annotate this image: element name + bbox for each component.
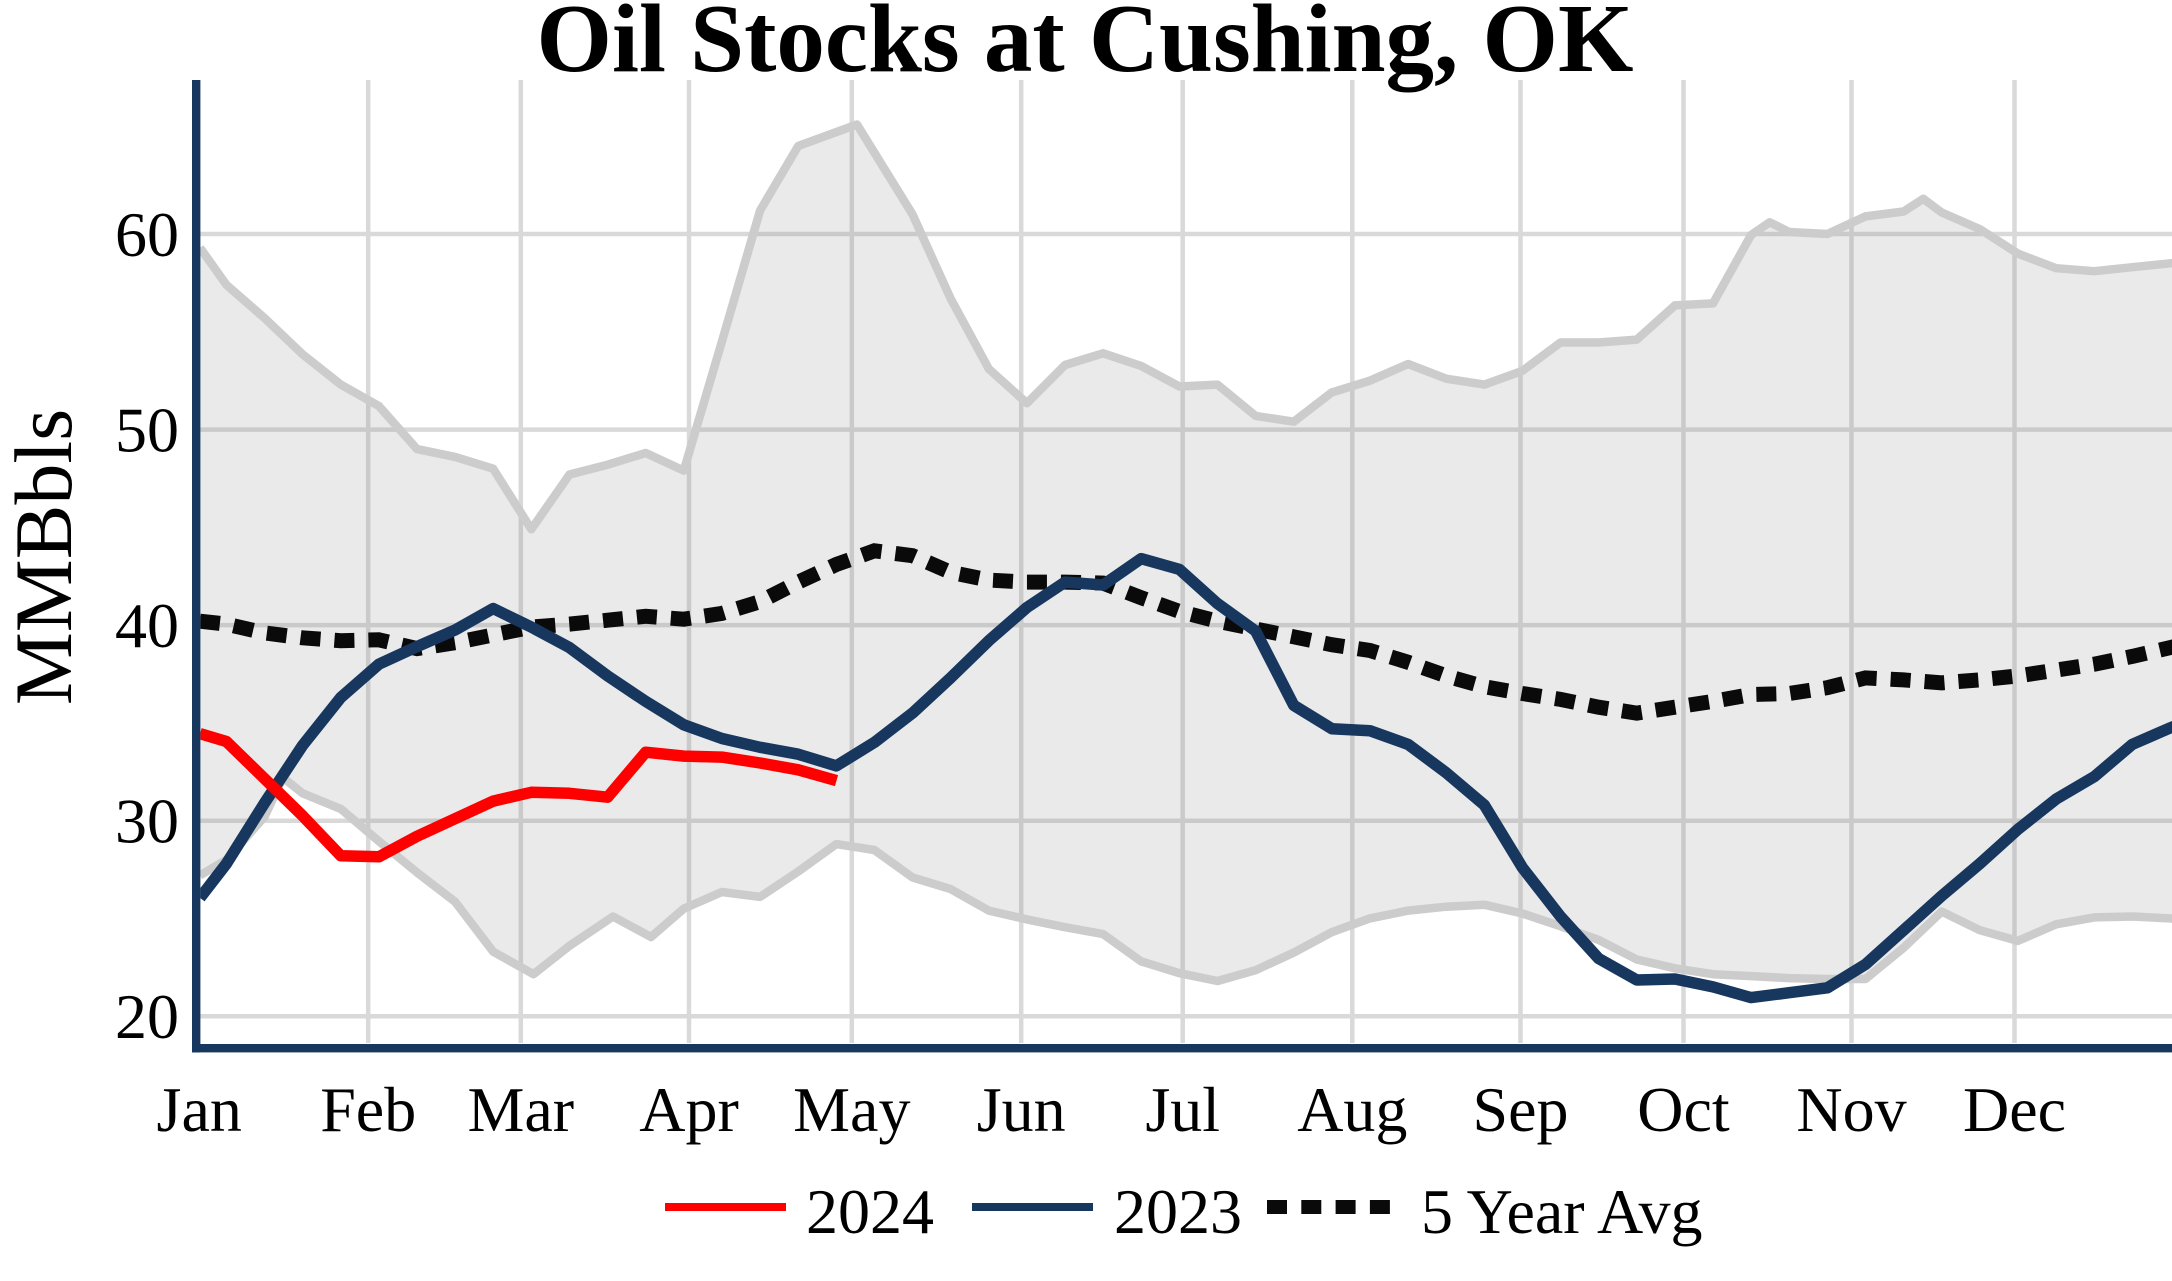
svg-text:50: 50 [115, 395, 179, 466]
svg-text:Dec: Dec [1963, 1074, 2066, 1145]
svg-text:20: 20 [115, 981, 179, 1052]
svg-text:5 Year Avg: 5 Year Avg [1421, 1176, 1703, 1247]
svg-text:40: 40 [115, 590, 179, 661]
svg-text:Apr: Apr [639, 1074, 739, 1145]
svg-text:2024: 2024 [806, 1176, 934, 1247]
svg-text:Mar: Mar [467, 1074, 574, 1145]
svg-text:Jun: Jun [977, 1074, 1066, 1145]
svg-text:Nov: Nov [1796, 1074, 1906, 1145]
svg-text:60: 60 [115, 199, 179, 270]
svg-text:Jul: Jul [1145, 1074, 1220, 1145]
svg-text:Sep: Sep [1473, 1074, 1569, 1145]
svg-text:Oil Stocks at Cushing, OK: Oil Stocks at Cushing, OK [537, 0, 1634, 92]
svg-text:Oct: Oct [1637, 1074, 1730, 1145]
svg-text:Aug: Aug [1297, 1074, 1407, 1145]
svg-text:Feb: Feb [320, 1074, 416, 1145]
svg-text:Jan: Jan [157, 1074, 242, 1145]
svg-text:May: May [793, 1074, 910, 1145]
svg-text:30: 30 [115, 786, 179, 857]
svg-text:2023: 2023 [1114, 1176, 1242, 1247]
svg-text:MMBbls: MMBbls [0, 409, 89, 705]
